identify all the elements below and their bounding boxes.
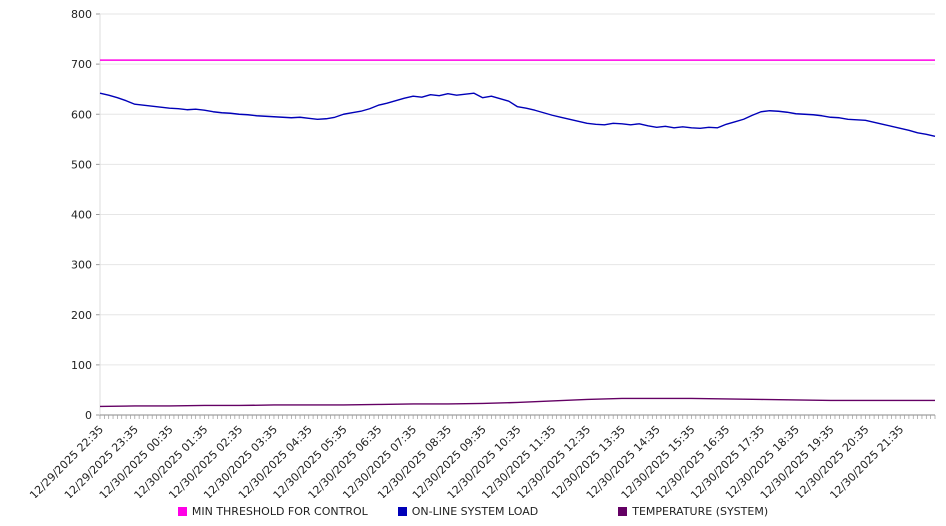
chart-legend: MIN THRESHOLD FOR CONTROL ON-LINE SYSTEM… [0,498,946,524]
legend-swatch-temperature [618,506,628,516]
legend-item-min-threshold[interactable]: MIN THRESHOLD FOR CONTROL [177,504,368,518]
y-tick-label: 0 [85,409,92,422]
y-tick-label: 500 [71,158,92,171]
legend-label-temperature: TEMPERATURE (SYSTEM) [632,504,769,518]
legend-swatch-min-threshold [177,506,187,516]
y-tick-label: 400 [71,209,92,222]
y-tick-label: 800 [71,8,92,21]
legend-item-system-load[interactable]: ON-LINE SYSTEM LOAD [397,504,539,518]
y-tick-label: 300 [71,259,92,272]
series-line-2 [99,397,935,408]
y-tick-label: 200 [71,309,92,322]
legend-item-temperature[interactable]: TEMPERATURE (SYSTEM) [618,505,768,518]
y-tick-label: 100 [71,359,92,372]
y-tick-label: 600 [71,108,92,121]
series-line-1 [99,92,936,137]
legend-label-min-threshold: MIN THRESHOLD FOR CONTROL [191,504,368,518]
legend-swatch-system-load [397,506,407,516]
y-tick-label: 700 [71,58,92,71]
legend-label-system-load: ON-LINE SYSTEM LOAD [411,504,539,518]
